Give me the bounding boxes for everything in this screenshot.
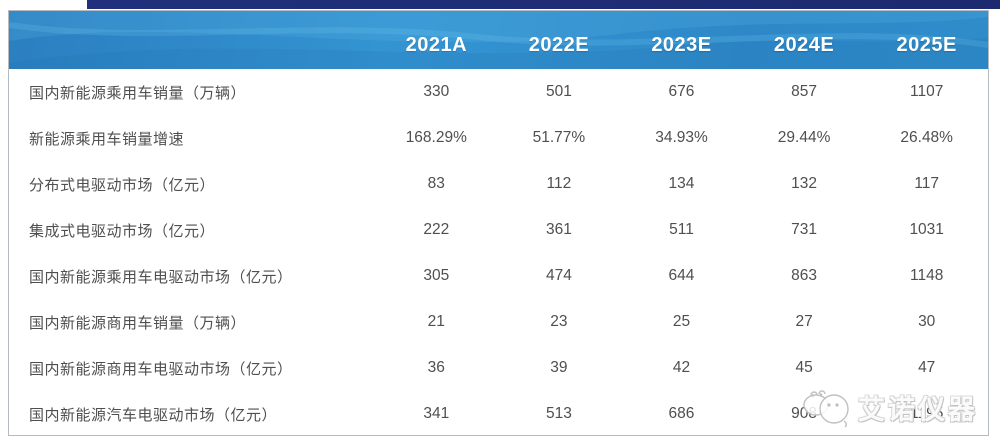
- table-cell: 341: [423, 405, 450, 422]
- table-row: 国内新能源汽车电驱动市场（亿元） 341 513 686 908 1195: [9, 391, 988, 437]
- row-label: 国内新能源乘用车销量（万辆）: [29, 84, 247, 102]
- table-cell: 168.29%: [405, 129, 467, 146]
- table-cell: 23: [550, 313, 568, 330]
- table-cell: 112: [546, 175, 572, 192]
- column-header-2023e: 2023E: [651, 33, 712, 56]
- table-cell: 51.77%: [532, 129, 586, 146]
- table-cell: 83: [427, 175, 445, 192]
- table-cell: 676: [668, 83, 695, 100]
- column-header-2025e: 2025E: [896, 33, 957, 56]
- table-row: 国内新能源乘用车销量（万辆） 330 501 676 857 1107: [9, 69, 988, 115]
- table-row: 集成式电驱动市场（亿元） 222 361 511 731 1031: [9, 207, 988, 253]
- table-cell: 686: [668, 405, 695, 422]
- table-header-band: 2021A 2022E 2023E 2024E 2025E: [9, 11, 988, 69]
- table-cell: 1195: [910, 405, 944, 422]
- header-label-spacer: [9, 11, 375, 69]
- table-cell: 474: [545, 267, 572, 284]
- table-cell: 30: [918, 313, 936, 330]
- table-cell: 513: [545, 405, 572, 422]
- table-cell: 305: [423, 267, 450, 284]
- row-label: 分布式电驱动市场（亿元）: [29, 176, 216, 194]
- wave-texture-decoration: [9, 11, 988, 69]
- table-cell: 330: [423, 83, 450, 100]
- table-cell: 25: [672, 313, 691, 330]
- table-cell: 857: [791, 83, 818, 100]
- row-label: 国内新能源汽车电驱动市场（亿元）: [29, 406, 278, 424]
- table-cell: 644: [668, 267, 695, 284]
- table-cell: 361: [545, 221, 572, 238]
- table-cell: 21: [427, 313, 445, 330]
- table-cell: 863: [791, 267, 818, 284]
- table-row: 分布式电驱动市场（亿元） 83 112 134 132 117: [9, 161, 988, 207]
- top-banner-strip: [87, 0, 1000, 9]
- table-row: 国内新能源商用车销量（万辆） 21 23 25 27 30: [9, 299, 988, 345]
- table-cell: 908: [791, 405, 818, 422]
- table-cell: 34.93%: [655, 129, 708, 146]
- forecast-table: 2021A 2022E 2023E 2024E 2025E 国内新能源乘用车销量…: [8, 10, 989, 436]
- row-label: 国内新能源乘用车电驱动市场（亿元）: [29, 268, 293, 286]
- table-cell: 1031: [909, 221, 944, 238]
- table-cell: 26.48%: [900, 129, 953, 146]
- table-row: 新能源乘用车销量增速 168.29% 51.77% 34.93% 29.44% …: [9, 115, 988, 161]
- row-label: 集成式电驱动市场（亿元）: [29, 222, 216, 240]
- column-header-2024e: 2024E: [773, 33, 835, 56]
- column-header-2021a: 2021A: [405, 33, 468, 56]
- column-header-2022e: 2022E: [528, 33, 590, 56]
- table-cell: 45: [795, 359, 813, 376]
- table-cell: 731: [791, 221, 818, 238]
- table-cell: 27: [795, 313, 813, 330]
- table-cell: 134: [668, 175, 695, 192]
- row-label: 国内新能源商用车电驱动市场（亿元）: [29, 360, 293, 378]
- table-cell: 29.44%: [777, 129, 831, 146]
- table-cell: 132: [791, 175, 818, 192]
- table-cell: 39: [550, 359, 568, 376]
- row-label: 新能源乘用车销量增速: [29, 130, 185, 148]
- table-cell: 47: [918, 359, 936, 376]
- row-label: 国内新能源商用车销量（万辆）: [29, 314, 247, 332]
- table-cell: 42: [672, 359, 691, 376]
- table-cell: 511: [669, 221, 694, 238]
- table-cell: 117: [914, 175, 940, 192]
- table-cell: 36: [427, 359, 445, 376]
- table-cell: 501: [545, 83, 572, 100]
- table-cell: 222: [423, 221, 450, 238]
- table-row: 国内新能源乘用车电驱动市场（亿元） 305 474 644 863 1148: [9, 253, 988, 299]
- table-cell: 1107: [910, 83, 944, 100]
- table-cell: 1148: [910, 267, 944, 284]
- table-row: 国内新能源商用车电驱动市场（亿元） 36 39 42 45 47: [9, 345, 988, 391]
